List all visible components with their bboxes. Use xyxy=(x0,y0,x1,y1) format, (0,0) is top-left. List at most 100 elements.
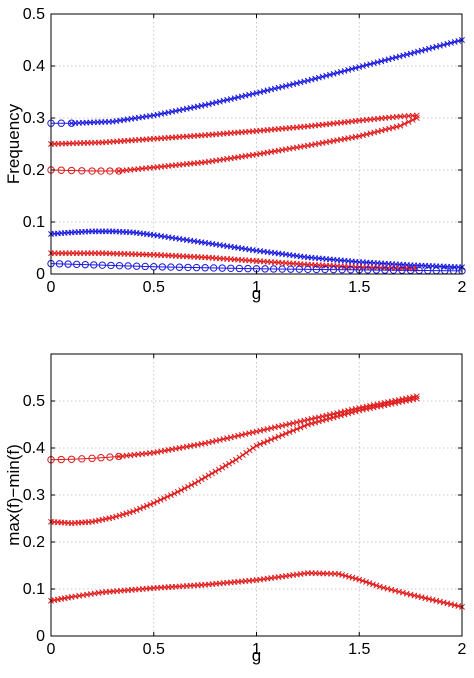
y-tick-label: 0.1 xyxy=(23,214,45,231)
data-point xyxy=(363,578,370,585)
data-point xyxy=(396,53,403,60)
data-point xyxy=(329,265,338,274)
data-point xyxy=(286,429,293,436)
data-point xyxy=(147,501,154,508)
data-point xyxy=(236,454,243,461)
y-tick-label: 0.2 xyxy=(23,534,45,551)
series-line xyxy=(71,39,463,124)
data-point xyxy=(290,427,297,434)
data-point xyxy=(212,468,219,475)
data-point xyxy=(455,38,462,44)
data-point xyxy=(304,77,311,84)
data-point xyxy=(359,63,366,70)
data-point xyxy=(422,46,429,53)
y-tick-label: 0.5 xyxy=(23,6,45,23)
data-point xyxy=(161,495,167,502)
y-tick-label: 0.4 xyxy=(23,440,45,457)
data-point xyxy=(81,260,89,269)
data-point xyxy=(413,115,420,121)
data-point xyxy=(257,441,264,448)
x-tick-label: 0.5 xyxy=(143,641,165,658)
data-point xyxy=(67,166,76,175)
data-point xyxy=(167,263,175,271)
data-point xyxy=(78,167,86,175)
data-point xyxy=(349,574,356,581)
data-point xyxy=(370,60,377,67)
data-point xyxy=(226,460,233,467)
data-point xyxy=(116,512,123,519)
data-point xyxy=(174,488,181,495)
data-point xyxy=(271,435,278,442)
data-point xyxy=(400,52,407,59)
data-point xyxy=(451,38,458,45)
data-point xyxy=(359,577,366,584)
data-point xyxy=(218,264,226,272)
series-2 xyxy=(48,112,420,147)
data-point xyxy=(167,492,174,499)
data-point xyxy=(64,260,72,268)
data-point xyxy=(407,50,414,57)
data-point xyxy=(381,57,388,64)
data-point xyxy=(126,509,133,516)
data-point xyxy=(339,571,346,578)
x-tick-label: 1.5 xyxy=(348,279,370,296)
y-axis-label: max(f)−min(f) xyxy=(4,444,23,546)
data-point xyxy=(235,264,244,273)
series-1 xyxy=(47,37,465,127)
data-point xyxy=(363,62,370,69)
data-point xyxy=(98,261,107,269)
data-point xyxy=(334,69,341,76)
data-point xyxy=(188,482,195,488)
data-point xyxy=(113,513,120,520)
data-point xyxy=(282,430,289,437)
data-point xyxy=(429,44,436,51)
data-point xyxy=(88,454,96,463)
data-point xyxy=(381,266,389,274)
data-point xyxy=(341,67,348,74)
data-point xyxy=(330,70,337,77)
data-point xyxy=(334,413,341,420)
data-point xyxy=(352,65,359,71)
data-point xyxy=(369,581,376,588)
x-tick-label: 0 xyxy=(47,279,56,296)
data-point xyxy=(293,426,300,432)
data-point xyxy=(364,266,372,274)
data-point xyxy=(392,54,399,61)
data-point xyxy=(405,118,412,125)
y-tick-label: 0 xyxy=(36,266,45,283)
data-point xyxy=(415,48,421,55)
data-point xyxy=(440,41,447,48)
data-point xyxy=(67,455,76,463)
data-point xyxy=(268,436,275,443)
data-point xyxy=(385,56,392,63)
data-point xyxy=(312,75,319,82)
data-point xyxy=(137,505,144,512)
data-point xyxy=(304,265,312,274)
data-point xyxy=(150,500,157,506)
data-point xyxy=(346,573,352,580)
data-point xyxy=(143,502,150,509)
x-tick-label: 2 xyxy=(458,641,467,658)
data-point xyxy=(78,455,86,463)
data-point xyxy=(192,263,201,272)
data-point xyxy=(367,61,374,68)
series-3 xyxy=(47,115,420,175)
data-point xyxy=(374,59,381,66)
data-point xyxy=(342,572,349,579)
x-axis-label: g xyxy=(252,646,261,665)
data-point xyxy=(209,470,215,477)
data-point xyxy=(243,449,250,456)
data-point xyxy=(323,416,330,423)
data-point xyxy=(321,265,329,274)
data-point xyxy=(119,511,126,518)
data-point xyxy=(356,576,363,583)
data-point xyxy=(140,504,147,511)
data-point xyxy=(181,485,188,492)
data-point xyxy=(398,266,406,274)
data-point xyxy=(88,167,96,175)
x-tick-label: 0 xyxy=(47,641,56,658)
data-point xyxy=(195,478,202,485)
data-point xyxy=(57,455,65,464)
chart-2: 0 0.5 1 1.5 2 0 0.1 0.2 0.3 0.4 0.5 g max(f)−min(f) xyxy=(4,353,467,665)
